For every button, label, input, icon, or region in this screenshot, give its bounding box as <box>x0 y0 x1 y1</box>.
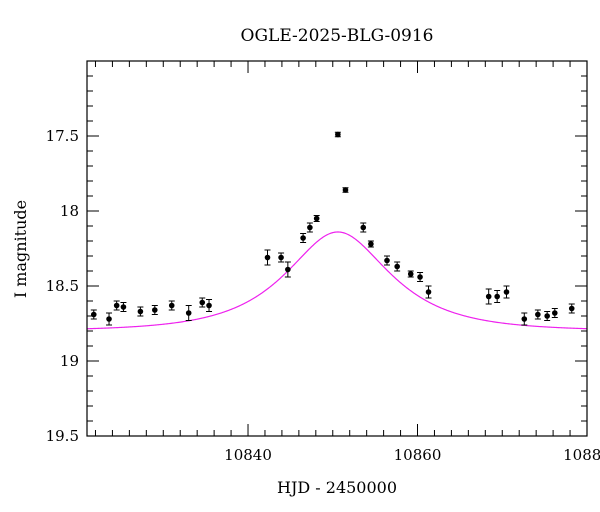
data-point <box>106 312 113 326</box>
data-point <box>151 305 158 315</box>
data-point <box>485 288 492 305</box>
data-point <box>300 233 307 243</box>
data-marker <box>544 313 550 319</box>
chart-title: OGLE-2025-BLG-0916 <box>241 26 434 46</box>
data-point <box>313 215 320 222</box>
data-point <box>168 300 175 311</box>
data-marker <box>335 131 341 138</box>
data-point <box>551 308 558 318</box>
data-marker <box>151 307 158 313</box>
x-axis-label: HJD - 2450000 <box>277 478 397 497</box>
data-marker <box>360 224 367 231</box>
data-point <box>206 299 213 312</box>
data-marker <box>113 302 120 309</box>
data-point <box>306 222 313 233</box>
data-marker <box>568 305 575 312</box>
data-marker <box>106 316 112 322</box>
data-marker <box>137 308 144 315</box>
data-point <box>113 300 120 311</box>
data-marker <box>368 241 374 247</box>
data-marker <box>90 311 97 318</box>
data-marker <box>206 302 212 309</box>
data-point <box>334 131 341 138</box>
data-point <box>394 261 401 272</box>
y-axis-label: I magnitude <box>11 200 30 298</box>
data-marker <box>494 293 500 300</box>
data-marker <box>342 187 349 193</box>
data-marker <box>120 304 127 310</box>
data-marker <box>417 274 423 280</box>
y-tick-label: 18.5 <box>46 277 79 295</box>
data-point <box>284 261 291 278</box>
x-tick-label: 10880 <box>563 446 600 464</box>
data-marker <box>425 289 432 295</box>
y-tick-label: 19 <box>60 352 79 370</box>
data-points-group <box>90 131 575 326</box>
data-marker <box>264 254 271 261</box>
data-point <box>384 255 390 266</box>
data-marker <box>503 289 510 295</box>
y-tick-label: 19.5 <box>46 427 79 445</box>
data-point <box>534 309 541 320</box>
tick-labels: 10840 10860 10880 17.5 18 18.5 19 19.5 <box>46 127 600 464</box>
data-point <box>342 187 349 193</box>
data-marker <box>278 254 284 261</box>
data-marker <box>313 215 320 222</box>
model-curve-group <box>86 231 588 330</box>
data-marker <box>185 310 192 316</box>
data-point <box>199 297 206 308</box>
data-marker <box>485 293 492 300</box>
data-marker <box>521 316 528 322</box>
y-tick-label: 17.5 <box>46 127 79 145</box>
data-marker <box>394 263 400 270</box>
data-point <box>90 309 97 320</box>
data-point <box>425 285 432 299</box>
data-marker <box>300 235 306 241</box>
x-tick-label: 10840 <box>224 446 272 464</box>
data-marker <box>535 311 541 318</box>
data-point <box>278 252 285 263</box>
data-marker <box>168 302 175 309</box>
data-point <box>494 290 501 303</box>
data-point <box>137 306 144 317</box>
y-tick-label: 18 <box>60 202 79 220</box>
axis-ticks <box>87 60 588 437</box>
data-point <box>503 285 510 299</box>
x-tick-label: 10860 <box>394 446 442 464</box>
data-point <box>417 272 424 282</box>
data-point <box>544 311 551 321</box>
data-point <box>521 312 528 326</box>
data-marker <box>285 266 291 273</box>
data-marker <box>551 310 558 316</box>
model-curve <box>86 231 588 330</box>
data-marker <box>199 299 206 306</box>
data-point <box>185 305 192 321</box>
data-point <box>120 302 127 312</box>
data-point <box>367 240 374 248</box>
data-marker <box>407 271 414 277</box>
data-point <box>360 222 367 233</box>
data-marker <box>307 224 313 231</box>
data-point <box>568 303 575 314</box>
data-marker <box>384 257 390 264</box>
data-point <box>264 249 271 266</box>
data-point <box>407 270 414 278</box>
plot-frame <box>86 60 588 437</box>
